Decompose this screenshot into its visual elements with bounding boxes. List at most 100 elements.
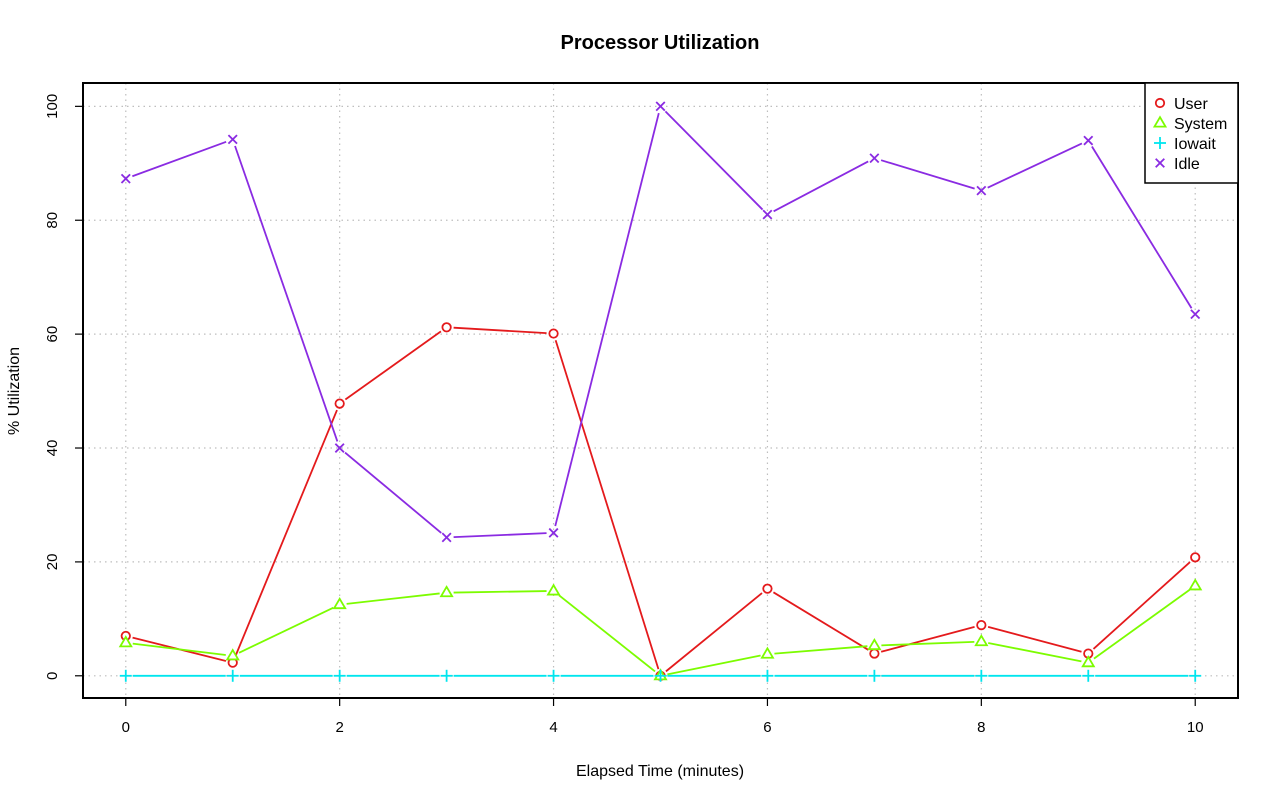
legend: User System Iowait Idle	[1144, 82, 1239, 184]
x-tick-label: 8	[977, 719, 985, 736]
y-tick-label: 20	[44, 554, 61, 571]
series-idle-point	[120, 173, 131, 184]
series-iowait-point	[868, 669, 881, 682]
legend-item-system: System	[1152, 115, 1227, 133]
legend-label: User	[1174, 96, 1208, 113]
series-user-point	[441, 322, 452, 333]
series-system-segment	[132, 642, 226, 656]
series-idle-segment	[132, 140, 227, 178]
series-iowait-point	[119, 669, 132, 682]
series-idle-point	[1190, 309, 1201, 320]
series-user-point	[548, 328, 559, 339]
series-iowait-point	[440, 669, 453, 682]
series-system-segment	[881, 640, 975, 647]
series-user-segment	[554, 339, 660, 670]
series-user-point	[762, 583, 773, 594]
x-tick-label: 10	[1187, 719, 1204, 736]
series-system	[118, 578, 1203, 681]
series-user-segment	[453, 326, 547, 335]
legend-item-user: User	[1154, 96, 1208, 113]
x-tick-label: 2	[335, 719, 343, 736]
y-tick-label: 0	[44, 672, 61, 680]
series-iowait-point	[761, 669, 774, 682]
series-idle-point	[441, 532, 452, 543]
series-idle-segment	[453, 532, 547, 539]
legend-label: Idle	[1174, 156, 1200, 173]
legend-marker	[1154, 97, 1166, 109]
series-user-segment	[665, 592, 763, 673]
series-system-segment	[238, 606, 334, 654]
legend-label: System	[1174, 116, 1227, 133]
series-system-point	[118, 635, 133, 648]
series-iowait-point	[1189, 669, 1202, 682]
series-iowait-point	[975, 669, 988, 682]
series-user-point	[1190, 552, 1201, 563]
series-system-point	[867, 638, 882, 651]
series-idle-segment	[664, 110, 764, 211]
y-axis-label: % Utilization	[6, 347, 23, 435]
series-idle-point	[334, 443, 345, 453]
plot-frame	[82, 82, 1239, 699]
series-idle-point	[976, 185, 987, 196]
series-system-segment	[667, 654, 761, 676]
y-tick-label: 40	[44, 440, 61, 457]
series-idle-point	[655, 101, 666, 112]
series-user-segment	[772, 591, 869, 651]
series-user-segment	[880, 626, 975, 653]
series-system-segment	[988, 642, 1082, 663]
legend-marker	[1152, 115, 1168, 128]
series-user-point	[976, 620, 987, 631]
y-tick-label: 80	[44, 212, 61, 229]
y-tick-label: 100	[44, 94, 61, 119]
series-system-point	[439, 585, 454, 598]
legend-marker	[1155, 158, 1165, 168]
series-system-point	[1081, 655, 1096, 668]
series-user	[120, 322, 1201, 681]
series-user-segment	[1092, 561, 1191, 650]
x-axis-label: Elapsed Time (minutes)	[576, 763, 744, 780]
legend-item-idle: Idle	[1155, 156, 1200, 173]
series-iowait-point	[547, 669, 560, 682]
series-idle-point	[548, 527, 559, 538]
x-tick-label: 6	[763, 719, 771, 736]
y-tick-label: 60	[44, 326, 61, 343]
series-system-segment	[558, 594, 656, 673]
series-system-segment	[346, 592, 440, 605]
x-tick-label: 4	[549, 719, 557, 736]
series-system-point	[225, 648, 240, 661]
series-user-point	[334, 398, 345, 409]
series-system-point	[974, 634, 989, 647]
series-user-segment	[234, 409, 338, 657]
series-idle-segment	[344, 451, 442, 534]
series-system-point	[760, 646, 775, 659]
x-tick-label: 0	[122, 719, 130, 736]
series-system-segment	[774, 645, 868, 655]
series-system-point	[546, 583, 561, 596]
series-system-point	[1188, 578, 1203, 591]
series-idle-point	[227, 134, 238, 145]
series-idle-segment	[554, 112, 660, 527]
legend-item-iowait: Iowait	[1154, 136, 1216, 153]
series-system-segment	[453, 590, 547, 594]
series-idle-segment	[987, 142, 1083, 189]
series-layer	[118, 101, 1203, 682]
series-user-segment	[987, 626, 1082, 653]
chart-title: Processor Utilization	[561, 32, 760, 54]
series-idle-segment	[234, 145, 339, 442]
series-iowait-point	[226, 669, 239, 682]
series-iowait-point	[1082, 669, 1095, 682]
legend-marker	[1154, 137, 1166, 149]
series-system-point	[332, 597, 347, 610]
series-iowait	[119, 669, 1202, 682]
series-idle-point	[762, 209, 773, 220]
series-user-point	[869, 648, 880, 659]
series-idle-point	[869, 153, 880, 164]
series-iowait-point	[654, 669, 667, 682]
series-idle-point	[1083, 135, 1094, 146]
series-system-segment	[1093, 589, 1191, 660]
series-iowait-point	[333, 669, 346, 682]
legend-label: Iowait	[1174, 136, 1216, 153]
